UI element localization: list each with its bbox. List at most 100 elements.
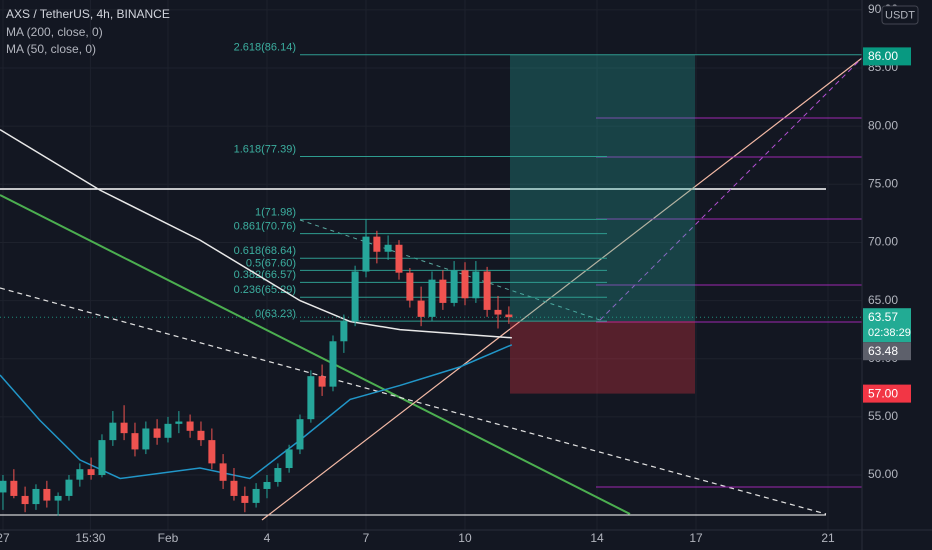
candle-body [54,495,62,501]
x-tick-label: Feb [158,531,179,545]
candle-body [494,309,502,315]
candle [241,486,249,513]
candle [439,270,447,310]
candle [296,414,304,455]
candle [318,364,326,396]
trend-line [261,57,863,521]
profit-zone [510,54,695,322]
candle-body [329,341,337,387]
fib-label: 1(71.98) [255,206,296,218]
moving-average [0,129,512,339]
candle [87,457,95,480]
candle [373,230,381,264]
candle [54,492,62,516]
chart-title: AXS / TetherUS, 4h, BINANCE [6,7,170,21]
currency-box[interactable] [881,5,919,25]
candle [450,261,458,307]
candle [494,295,502,329]
fib-label: 2.618(86.14) [234,42,296,54]
candle-body [0,480,7,493]
fib-label: 0.236(65.29) [234,284,296,296]
candle-body [98,440,106,475]
candle-body [384,244,392,252]
candle-body [76,469,84,480]
candle-body [142,428,150,450]
candle [0,475,7,510]
candle-body [406,272,414,301]
candle-body [296,419,304,450]
candle [351,265,359,327]
candle-body [318,376,326,387]
candle-body [351,271,359,322]
candle-body [43,488,51,501]
candle-body [285,449,293,469]
candle [98,434,106,478]
fib-label: 0.861(70.76) [234,221,296,233]
candle-body [417,300,425,317]
price-badge [863,308,911,343]
moving-average [0,344,513,480]
candle-body [241,495,249,503]
trend-line [0,287,827,515]
candle [120,405,128,441]
x-tick-label: 15:30 [75,531,105,545]
candle-body [373,236,381,252]
candle [230,468,238,501]
fib-label: 0(63.23) [255,308,296,320]
candle [417,286,425,327]
candle [32,484,40,510]
y-tick-label: 80.00 [868,118,898,132]
axes: 50.0055.0060.0065.0070.0075.0080.0085.00… [0,2,911,545]
candle [153,419,161,445]
candle [395,240,403,280]
price-badge-label: 63.48 [868,344,898,358]
price-badge [863,342,911,361]
y-tick-label: 70.00 [868,235,898,249]
candle-body [87,469,95,475]
fib-label: 1.618(77.39) [234,143,296,155]
candle [252,483,260,508]
candle-body [505,314,513,318]
candle [307,370,315,423]
candle-body [461,270,469,299]
candle-body [472,271,480,299]
candle [329,335,337,392]
candle-body [208,440,216,464]
candle [208,428,216,470]
x-tick-label: 10 [458,531,472,545]
price-badge [863,384,911,403]
drawings [0,57,863,521]
candle [65,475,73,501]
candle [505,306,513,324]
candle-body [65,479,73,496]
candle [362,219,370,278]
y-tick-label: 50.00 [868,467,898,481]
candle [164,416,172,443]
candle-body [21,495,29,505]
y-tick-label: 55.00 [868,409,898,423]
candle [186,414,194,438]
trend-line [599,57,863,321]
x-tick-label: 17 [689,531,703,545]
candle-body [450,270,458,303]
candle-body [120,422,128,434]
candle [274,463,282,487]
candle [219,454,227,489]
loss-zone [510,321,695,394]
candle-body [340,321,348,342]
currency: USDT [885,9,915,21]
trend-line [0,194,631,515]
candle-body [395,244,403,273]
candle-body [263,481,271,489]
candle-body [274,468,282,482]
candle [142,421,150,455]
candle-body [175,421,183,424]
candle-body [439,279,447,303]
plot: 2.618(86.14) 1.618(77.39) 1(71.98) 0.861(70… [0,42,862,516]
candle-body [164,423,172,438]
candle-body [131,433,139,450]
candle-body [252,488,260,503]
candle-body [10,480,18,496]
